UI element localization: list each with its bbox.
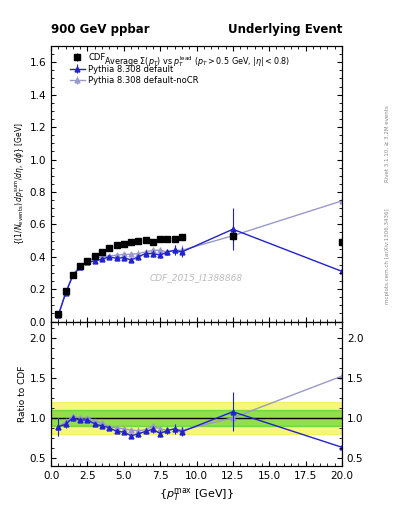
Bar: [51, 410, 342, 426]
Y-axis label: Ratio to CDF: Ratio to CDF: [18, 366, 27, 422]
Y-axis label: $\{(1/N_\mathrm{events})\,dp_T^\mathrm{sum}/d\eta,\,d\phi\}$ [GeV]: $\{(1/N_\mathrm{events})\,dp_T^\mathrm{s…: [13, 122, 27, 245]
Bar: [51, 402, 342, 434]
Text: Rivet 3.1.10, ≥ 3.2M events: Rivet 3.1.10, ≥ 3.2M events: [385, 105, 390, 182]
Text: CDF_2015_I1388868: CDF_2015_I1388868: [150, 273, 243, 282]
Legend: CDF, Pythia 8.308 default, Pythia 8.308 default-noCR: CDF, Pythia 8.308 default, Pythia 8.308 …: [70, 53, 198, 85]
X-axis label: $\{p_T^\mathrm{max}\ \mathrm{[GeV]}\}$: $\{p_T^\mathrm{max}\ \mathrm{[GeV]}\}$: [159, 486, 234, 503]
Text: Underlying Event: Underlying Event: [228, 23, 342, 36]
Text: Average $\Sigma(p_T)$ vs $p_T^\mathrm{lead}$ ($p_T > 0.5$ GeV, $|\eta| < 0.8$): Average $\Sigma(p_T)$ vs $p_T^\mathrm{le…: [103, 54, 290, 69]
Text: mcplots.cern.ch [arXiv:1306.3436]: mcplots.cern.ch [arXiv:1306.3436]: [385, 208, 390, 304]
Text: 900 GeV ppbar: 900 GeV ppbar: [51, 23, 150, 36]
